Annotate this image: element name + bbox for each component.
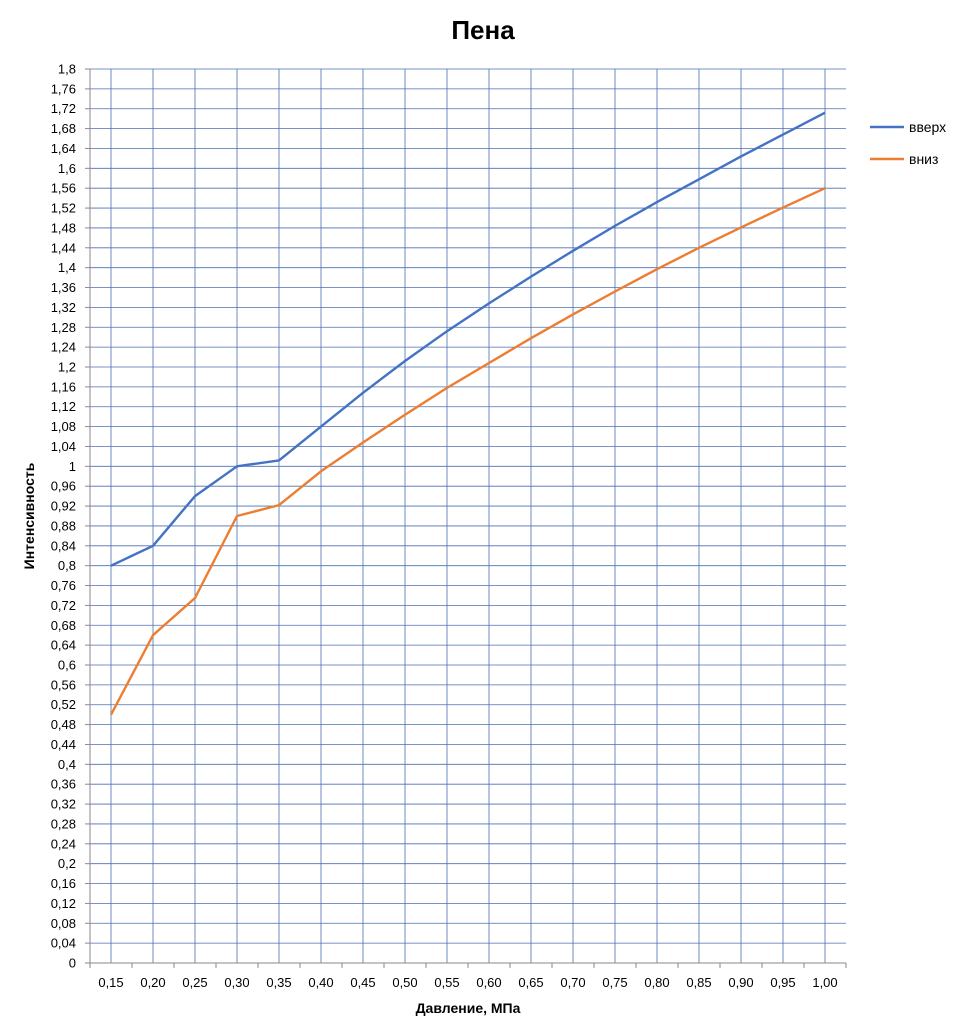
y-tick-label: 0,28 xyxy=(51,816,76,831)
y-tick-label: 0,96 xyxy=(51,479,76,494)
x-tick-label: 0,85 xyxy=(686,975,711,990)
x-tick-label: 0,60 xyxy=(476,975,501,990)
y-tick-label: 1,72 xyxy=(51,101,76,116)
y-tick-label: 0,36 xyxy=(51,777,76,792)
y-tick-label: 0,32 xyxy=(51,797,76,812)
y-tick-label: 1 xyxy=(69,459,76,474)
grid xyxy=(90,68,846,963)
y-axis-title: Интенсивность xyxy=(21,462,37,569)
axes xyxy=(85,68,847,968)
y-tick-label: 0 xyxy=(69,956,76,971)
y-tick-label: 0,52 xyxy=(51,697,76,712)
y-tick-label: 0,72 xyxy=(51,598,76,613)
legend: вверх вниз xyxy=(870,119,946,167)
x-tick-label: 0,35 xyxy=(266,975,291,990)
y-tick-label: 0,56 xyxy=(51,677,76,692)
x-tick-label: 0,80 xyxy=(644,975,669,990)
x-axis-title: Давление, МПа xyxy=(416,1000,521,1016)
x-tick-label: 0,65 xyxy=(518,975,543,990)
series-lines xyxy=(109,111,826,716)
chart-title: Пена xyxy=(451,15,515,45)
y-tick-label: 0,68 xyxy=(51,618,76,633)
y-tick-label: 0,6 xyxy=(58,658,76,673)
y-tick-label: 1,6 xyxy=(58,161,76,176)
y-tick-label: 0,04 xyxy=(51,936,76,951)
x-tick-label: 0,95 xyxy=(770,975,795,990)
y-tick-label: 1,32 xyxy=(51,300,76,315)
y-tick-label: 1,56 xyxy=(51,181,76,196)
legend-label: вверх xyxy=(909,119,946,135)
y-tick-label: 1,44 xyxy=(51,240,76,255)
y-tick-label: 1,16 xyxy=(51,379,76,394)
y-tick-label: 0,8 xyxy=(58,558,76,573)
series-line-2 xyxy=(109,187,826,716)
y-tick-label: 1,68 xyxy=(51,121,76,136)
y-tick-label: 0,24 xyxy=(51,836,76,851)
y-tick-label: 1,36 xyxy=(51,280,76,295)
x-tick-label: 0,90 xyxy=(728,975,753,990)
y-tick-label: 0,64 xyxy=(51,638,76,653)
x-tick-label: 0,30 xyxy=(224,975,249,990)
y-tick-label: 1,04 xyxy=(51,439,76,454)
x-tick-label: 0,40 xyxy=(308,975,333,990)
y-tick-label: 1,52 xyxy=(51,201,76,216)
y-tick-label: 1,24 xyxy=(51,340,76,355)
y-tick-label: 1,4 xyxy=(58,260,76,275)
y-tick-label: 1,28 xyxy=(51,320,76,335)
legend-label: вниз xyxy=(909,151,938,167)
y-tick-label: 1,8 xyxy=(58,62,76,77)
x-tick-label: 0,75 xyxy=(602,975,627,990)
y-tick-label: 0,48 xyxy=(51,717,76,732)
series-line-1 xyxy=(110,111,826,567)
y-tick-label: 0,88 xyxy=(51,518,76,533)
y-tick-labels: 0 0,04 0,08 0,12 0,16 0,2 0,24 0,28 0,32 0,36 0,4 0… xyxy=(51,62,76,971)
y-tick-label: 0,92 xyxy=(51,499,76,514)
y-tick-label: 1,12 xyxy=(51,399,76,414)
x-tick-label: 0,15 xyxy=(98,975,123,990)
y-tick-label: 1,08 xyxy=(51,419,76,434)
x-tick-label: 0,70 xyxy=(560,975,585,990)
y-tick-label: 0,12 xyxy=(51,896,76,911)
y-tick-label: 0,76 xyxy=(51,578,76,593)
y-tick-label: 0,44 xyxy=(51,737,76,752)
x-tick-label: 0,50 xyxy=(392,975,417,990)
y-tick-label: 0,08 xyxy=(51,916,76,931)
x-tick-label: 0,25 xyxy=(182,975,207,990)
y-tick-label: 0,84 xyxy=(51,538,76,553)
x-tick-label: 1,00 xyxy=(812,975,837,990)
x-tick-label: 0,55 xyxy=(434,975,459,990)
x-tick-label: 0,20 xyxy=(140,975,165,990)
y-tick-label: 0,4 xyxy=(58,757,76,772)
y-tick-label: 0,16 xyxy=(51,876,76,891)
y-tick-label: 1,48 xyxy=(51,220,76,235)
y-tick-label: 1,64 xyxy=(51,141,76,156)
y-tick-label: 1,76 xyxy=(51,81,76,96)
y-tick-label: 0,2 xyxy=(58,856,76,871)
x-tick-label: 0,45 xyxy=(350,975,375,990)
x-tick-labels: 0,15 0,20 0,25 0,30 0,35 0,40 0,45 0,50 0,55 0,60… xyxy=(98,975,837,990)
y-tick-label: 1,2 xyxy=(58,360,76,375)
